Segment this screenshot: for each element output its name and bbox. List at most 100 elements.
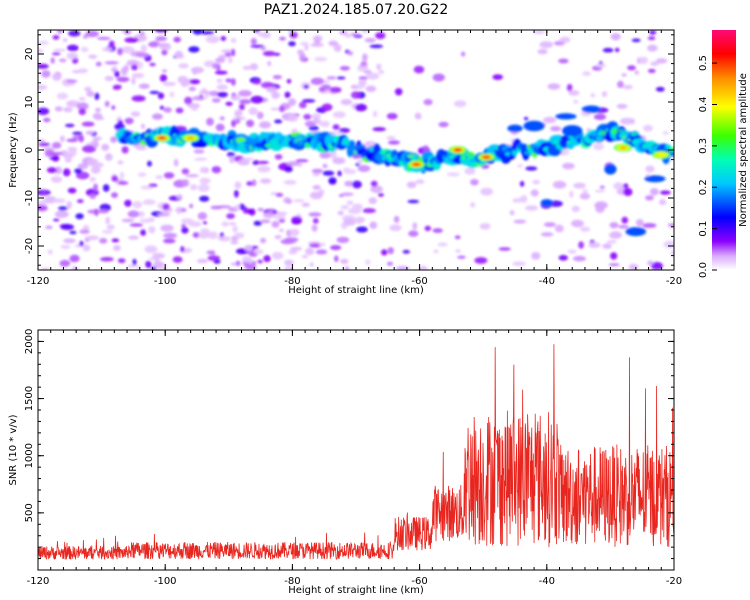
heatmap-noise-cell [628,263,639,270]
heatmap-noise-cell [185,174,199,178]
heatmap-noise-cell [369,44,384,49]
heatmap-noise-cell [594,189,606,193]
heatmap-noise-cell [537,48,548,55]
heatmap-noise-cell [137,211,145,218]
heatmap-noise-cell [250,38,257,45]
y-tick-label: 2000 [24,329,35,354]
heatmap-noise-cell [621,73,627,77]
heatmap-noise-cell [273,214,286,220]
heatmap-noise-cell [219,116,225,121]
heatmap-noise-cell [513,219,527,224]
heatmap-noise-cell [192,232,201,238]
heatmap-noise-cell [116,76,130,83]
heatmap-noise-cell [350,91,361,99]
heatmap-noise-cell [124,37,138,43]
heatmap-noise-cell [159,74,168,82]
heatmap-noise-cell [341,192,354,197]
heatmap-noise-cell [79,240,84,247]
heatmap-noise-cell [181,179,190,187]
heatmap-noise-cell [573,99,578,104]
heatmap-noise-cell [228,222,237,226]
colorbar-gradient [712,30,736,270]
heatmap-noise-cell [512,198,523,203]
heatmap-noise-cell [174,50,183,59]
heatmap-noise-cell [89,176,96,182]
heatmap-noise-cell [82,145,96,153]
heatmap-noise-cell [617,80,624,88]
heatmap-noise-cell [346,200,354,206]
heatmap-noise-cell [188,221,202,227]
heatmap-noise-cell [257,111,264,120]
heatmap-noise-cell [189,79,201,85]
heatmap-noise-cell [131,72,145,79]
heatmap-noise-cell [270,107,280,111]
heatmap-noise-cell [618,225,629,229]
heatmap-noise-cell [145,260,152,269]
heatmap-noise-cell [246,119,255,128]
heatmap-noise-cell [283,180,297,185]
heatmap-noise-cell [540,232,554,237]
heatmap-noise-cell [337,170,342,177]
y-tick-label: -10 [24,190,35,206]
heatmap-noise-cell [279,36,286,41]
heatmap-noise-cell [616,103,628,109]
heatmap-noise-cell [313,117,319,124]
heatmap-noise-cell [330,150,337,159]
heatmap-noise-cell [328,40,339,47]
colorbar-tick-label: 0.1 [698,221,709,237]
heatmap-noise-cell [259,178,272,184]
heatmap-noise-cell [49,156,59,160]
x-tick-label: -60 [411,576,427,587]
heatmap-noise-cell [64,82,76,86]
heatmap-noise-cell [216,78,223,83]
heatmap-noise-cell [352,180,362,189]
heatmap-noise-cell [40,267,50,270]
heatmap-patch-cell [555,113,577,120]
heatmap-noise-cell [246,181,253,186]
heatmap-noise-cell [130,111,141,117]
heatmap-noise-cell [275,192,284,197]
heatmap-noise-cell [393,215,400,223]
heatmap-noise-cell [369,221,378,229]
heatmap-noise-cell [579,193,591,200]
heatmap-noise-cell [261,31,271,39]
heatmap-noise-cell [291,216,303,224]
heatmap-noise-cell [161,49,168,56]
heatmap-noise-cell [232,225,239,233]
x-tick-label: -20 [666,276,682,287]
heatmap-noise-cell [89,193,97,200]
heatmap-noise-cell [230,240,239,245]
heatmap-noise-cell [75,213,84,220]
heatmap-noise-cell [59,259,71,267]
heatmap-noise-cell [424,225,431,231]
heatmap-noise-cell [662,131,669,135]
x-tick-label: -100 [154,576,177,587]
heatmap-noise-cell [211,166,222,174]
heatmap-ridge-cell [344,140,351,145]
heatmap-patch-cell [604,163,617,175]
heatmap-noise-cell [234,189,239,198]
heatmap-noise-cell [595,205,605,213]
heatmap-noise-cell [310,77,324,85]
heatmap-noise-cell [121,218,135,223]
heatmap-noise-cell [645,195,654,201]
x-tick-label: -40 [539,276,555,287]
heatmap-noise-cell [295,159,309,163]
heatmap-noise-cell [407,199,420,204]
heatmap-noise-cell [191,96,205,101]
heatmap-noise-cell [406,181,417,189]
heatmap-noise-cell [311,168,323,174]
heatmap-noise-cell [360,61,368,68]
heatmap-noise-cell [544,222,556,228]
heatmap-noise-cell [558,58,569,64]
heatmap-noise-cell [375,32,386,40]
heatmap-ridge-cell [511,149,518,156]
heatmap-noise-cell [162,203,170,211]
heatmap-noise-cell [111,175,119,182]
heatmap-noise-cell [336,76,346,80]
heatmap-noise-cell [38,204,48,211]
x-tick-label: -80 [284,576,300,587]
heatmap-noise-cell [336,236,350,244]
heatmap-noise-cell [102,184,110,192]
